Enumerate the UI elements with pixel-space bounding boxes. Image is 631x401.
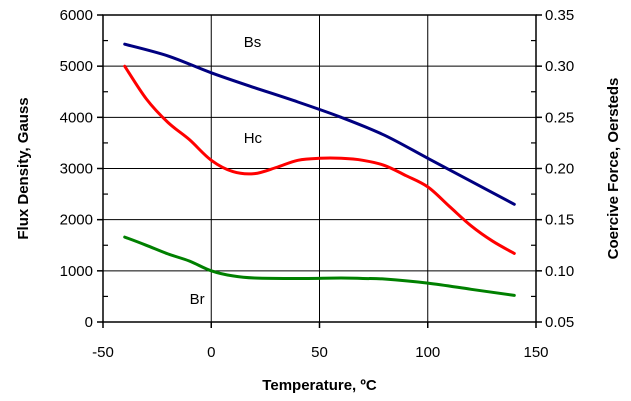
x-tick-label: 0 [207, 344, 215, 361]
y-tick-label: 2000 [60, 212, 93, 229]
x-tick-label: 100 [415, 344, 440, 361]
y2-tick-label: 0.20 [545, 161, 574, 178]
annotation-hc: Hc [244, 130, 263, 147]
y2-tick-label: 0.35 [545, 7, 574, 24]
y-tick-label: 0 [85, 314, 93, 331]
series-layer [123, 42, 516, 297]
y-tick-label: 3000 [60, 161, 93, 178]
annotation-bs: Bs [244, 34, 262, 51]
series-line-bs [123, 42, 516, 206]
annotation-br: Br [190, 291, 205, 308]
y-tick-label: 6000 [60, 7, 93, 24]
x-axis-title: Temperature, ºC [262, 377, 377, 394]
y2-tick-label: 0.05 [545, 314, 574, 331]
y-axis-title: Flux Density, Gauss [15, 97, 32, 239]
grid-layer [102, 14, 537, 323]
x-tick-label: -50 [92, 344, 114, 361]
y2-tick-label: 0.30 [545, 58, 574, 75]
y-tick-label: 1000 [60, 263, 93, 280]
y2-tick-label: 0.15 [545, 212, 574, 229]
y2-tick-label: 0.25 [545, 109, 574, 126]
y-tick-label: 4000 [60, 109, 93, 126]
y2-axis-title: Coercive Force, Oersteds [605, 78, 622, 260]
y-tick-label: 5000 [60, 58, 93, 75]
x-tick-label: 50 [311, 344, 328, 361]
y2-tick-label: 0.10 [545, 263, 574, 280]
series-line-br [123, 235, 516, 297]
ticks-layer: 01000200030004000500060000.050.100.150.2… [60, 7, 575, 361]
series-line-hc [123, 64, 516, 255]
x-tick-label: 150 [523, 344, 548, 361]
annotation-layer: Bs Hc Br [190, 34, 263, 308]
